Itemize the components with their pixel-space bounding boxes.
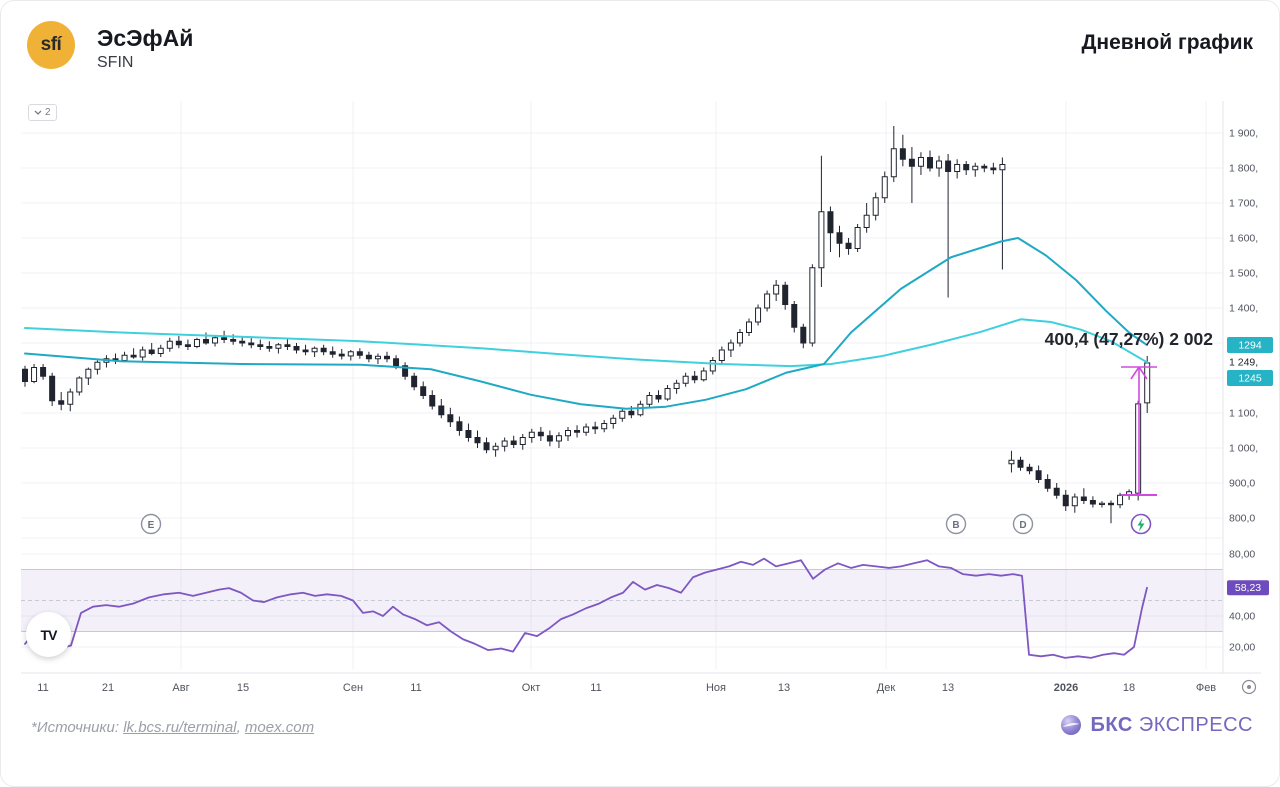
- svg-text:1 400,: 1 400,: [1229, 303, 1258, 315]
- price-axis[interactable]: 1 900, 1 800, 1 700, 1 600, 1 500, 1 400, 1 10…: [1227, 128, 1273, 525]
- svg-text:Фев: Фев: [1196, 682, 1216, 694]
- svg-text:1 600,: 1 600,: [1229, 233, 1258, 245]
- sources-note: *Источники: lk.bcs.ru/terminal, moex.com: [31, 719, 314, 736]
- dividend-event-marker[interactable]: [1130, 513, 1152, 535]
- sources-prefix: *Источники:: [31, 719, 124, 736]
- svg-text:11: 11: [37, 682, 48, 694]
- svg-text:1 100,: 1 100,: [1229, 408, 1258, 420]
- svg-text:1 000,: 1 000,: [1229, 443, 1258, 455]
- svg-text:Дек: Дек: [877, 682, 896, 694]
- lightning-icon: [1137, 518, 1145, 532]
- bcs-sphere-icon: [1060, 715, 1081, 735]
- svg-text:11: 11: [410, 682, 421, 694]
- svg-text:1245: 1245: [1238, 373, 1262, 385]
- price-range-arrow[interactable]: [1121, 366, 1157, 496]
- svg-text:1 800,: 1 800,: [1229, 163, 1258, 175]
- svg-text:D: D: [1019, 520, 1026, 531]
- chevron-down-icon: [34, 110, 42, 115]
- svg-text:58,23: 58,23: [1235, 582, 1261, 594]
- svg-text:B: B: [952, 520, 959, 531]
- rsi-band: [21, 569, 1223, 632]
- brand-text: БКС ЭКСПРЕСС: [1091, 714, 1253, 737]
- legend-indicator-count: 2: [45, 107, 51, 118]
- tradingview-logo-text: TV: [40, 626, 58, 643]
- svg-text:800,0: 800,0: [1229, 513, 1255, 525]
- sfi-logo-text: sfí: [40, 34, 62, 55]
- svg-text:11: 11: [590, 682, 601, 694]
- source-link-moex[interactable]: moex.com: [244, 719, 315, 736]
- sources-separator: ,: [236, 719, 245, 736]
- sfi-logo: sfí: [27, 21, 75, 69]
- ma-fast-line: [24, 237, 1148, 410]
- svg-text:15: 15: [237, 682, 249, 694]
- bcs-express-brand: БКС ЭКСПРЕСС: [1059, 713, 1253, 737]
- svg-text:Авг: Авг: [172, 682, 189, 694]
- svg-text:1 249,: 1 249,: [1229, 357, 1258, 369]
- svg-text:1294: 1294: [1238, 340, 1262, 352]
- svg-text:400,4 (47,27%) 2 002: 400,4 (47,27%) 2 002: [1045, 329, 1214, 349]
- time-axis[interactable]: 11 21 Авг 15 Сен 11 Окт 11 Ноя 13 Дек 13 2026 18 Фев: [37, 682, 1216, 694]
- axis-dividers: [21, 101, 1261, 674]
- ticker-label: SFIN: [97, 54, 134, 71]
- svg-text:2026: 2026: [1054, 682, 1078, 694]
- svg-text:1 700,: 1 700,: [1229, 198, 1258, 210]
- legend-collapse-control[interactable]: 2: [28, 104, 57, 121]
- svg-text:Сен: Сен: [343, 682, 363, 694]
- svg-text:80,00: 80,00: [1229, 549, 1255, 561]
- page-title: ЭсЭфАй: [97, 25, 194, 51]
- svg-text:Ноя: Ноя: [706, 682, 726, 694]
- price-change-annotation: 400,4 (47,27%) 2 002: [1045, 329, 1214, 349]
- svg-text:40,00: 40,00: [1229, 611, 1255, 623]
- brand-bold: БКС: [1090, 713, 1133, 736]
- svg-text:18: 18: [1123, 682, 1135, 694]
- svg-text:900,0: 900,0: [1229, 478, 1255, 490]
- brand-regular: ЭКСПРЕСС: [1138, 713, 1253, 736]
- grid-lines: [21, 101, 1223, 669]
- tradingview-logo[interactable]: TV: [26, 612, 71, 657]
- svg-text:Окт: Окт: [522, 682, 541, 694]
- go-to-realtime-icon[interactable]: [1241, 679, 1257, 695]
- svg-text:21: 21: [102, 682, 114, 694]
- rsi-line-series: [24, 557, 1148, 659]
- svg-text:20,00: 20,00: [1229, 642, 1255, 654]
- chart-type-label: Дневной график: [1081, 31, 1253, 54]
- ma-slow-line: [24, 318, 1148, 368]
- source-link-terminal[interactable]: lk.bcs.ru/terminal: [123, 719, 237, 736]
- svg-text:13: 13: [778, 682, 790, 694]
- svg-text:1 900,: 1 900,: [1229, 128, 1258, 140]
- rsi-axis[interactable]: 80,00 40,00 20,00 58,23: [1227, 549, 1269, 654]
- svg-text:1 500,: 1 500,: [1229, 268, 1258, 280]
- candlestick-series: [22, 126, 1151, 524]
- svg-text:E: E: [148, 520, 155, 531]
- svg-text:13: 13: [942, 682, 954, 694]
